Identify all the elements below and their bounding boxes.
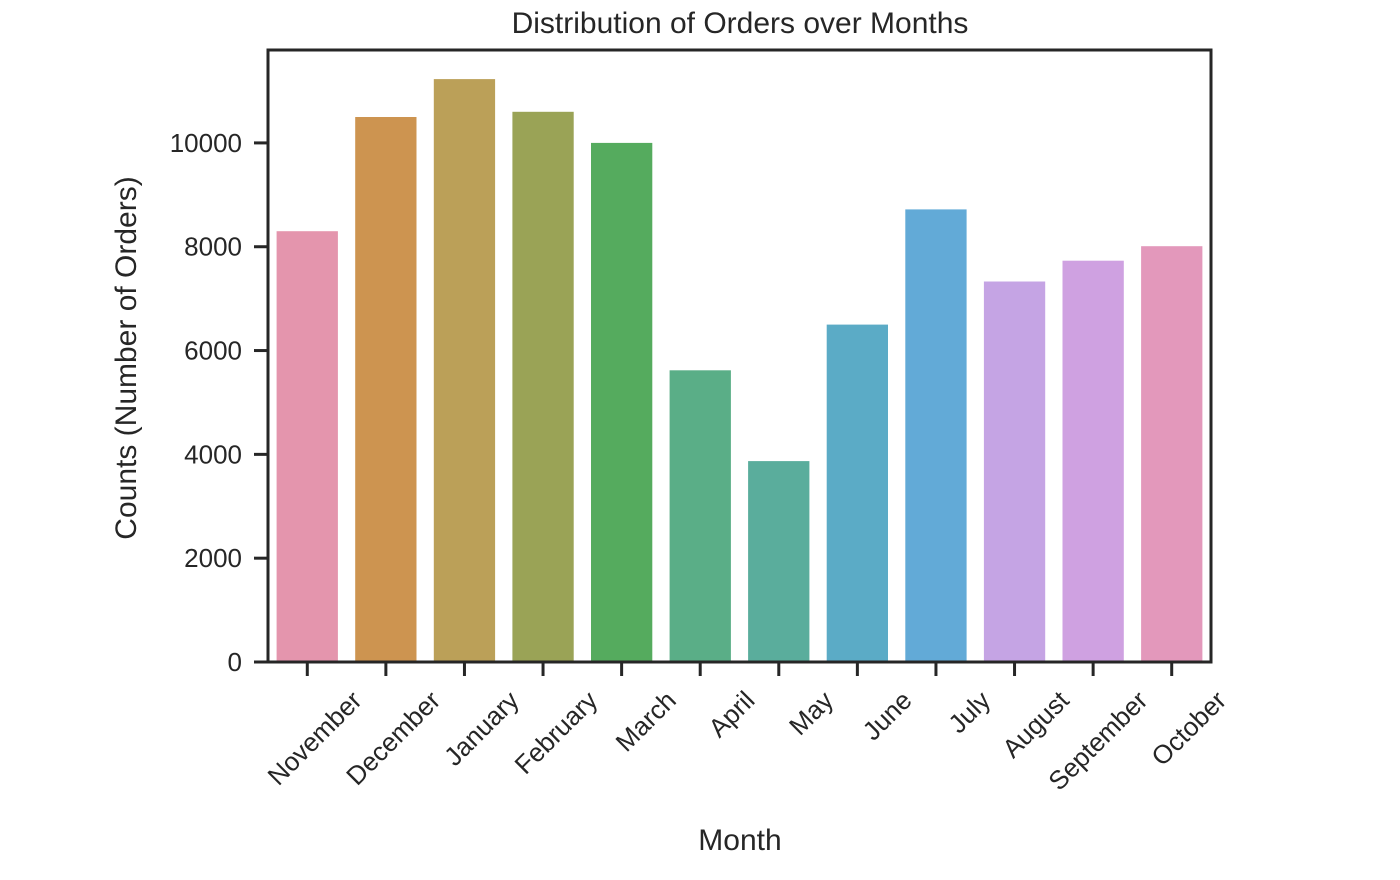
y-tick-label: 6000 [184, 336, 242, 366]
x-tick-label: February [508, 685, 603, 780]
y-tick-label: 2000 [184, 543, 242, 573]
x-tick-label: October [1145, 685, 1232, 772]
bar-august [983, 281, 1046, 662]
y-tick-label: 0 [228, 647, 242, 677]
x-tick-label: April [702, 685, 760, 743]
bar-december [355, 117, 417, 662]
y-tick-label: 4000 [184, 439, 242, 469]
bar-january [433, 79, 496, 663]
chart-title: Distribution of Orders over Months [512, 7, 969, 40]
bar-november [276, 231, 338, 662]
x-tick-label: July [942, 685, 996, 739]
bar-march [591, 142, 653, 662]
bar-september [1062, 260, 1124, 662]
bar-july [905, 209, 967, 662]
x-tick-label: March [610, 685, 682, 757]
plot-frame [266, 48, 1213, 664]
y-axis-label: Counts (Number of Orders) [110, 176, 143, 539]
bar-june [826, 324, 888, 662]
bar-october [1141, 246, 1203, 662]
y-tick-label: 10000 [170, 128, 242, 158]
bar-february [512, 111, 574, 663]
bars-group [276, 79, 1203, 663]
y-tick-label: 8000 [184, 232, 242, 262]
x-tick-label: August [996, 684, 1075, 763]
x-axis-label: Month [698, 824, 781, 857]
y-axis-ticks: 0 2000 4000 6000 8000 10000 [170, 128, 268, 677]
x-tick-label: June [857, 685, 918, 746]
bar-april [669, 370, 731, 662]
bar-may [748, 461, 810, 662]
x-tick-label: May [783, 685, 839, 741]
